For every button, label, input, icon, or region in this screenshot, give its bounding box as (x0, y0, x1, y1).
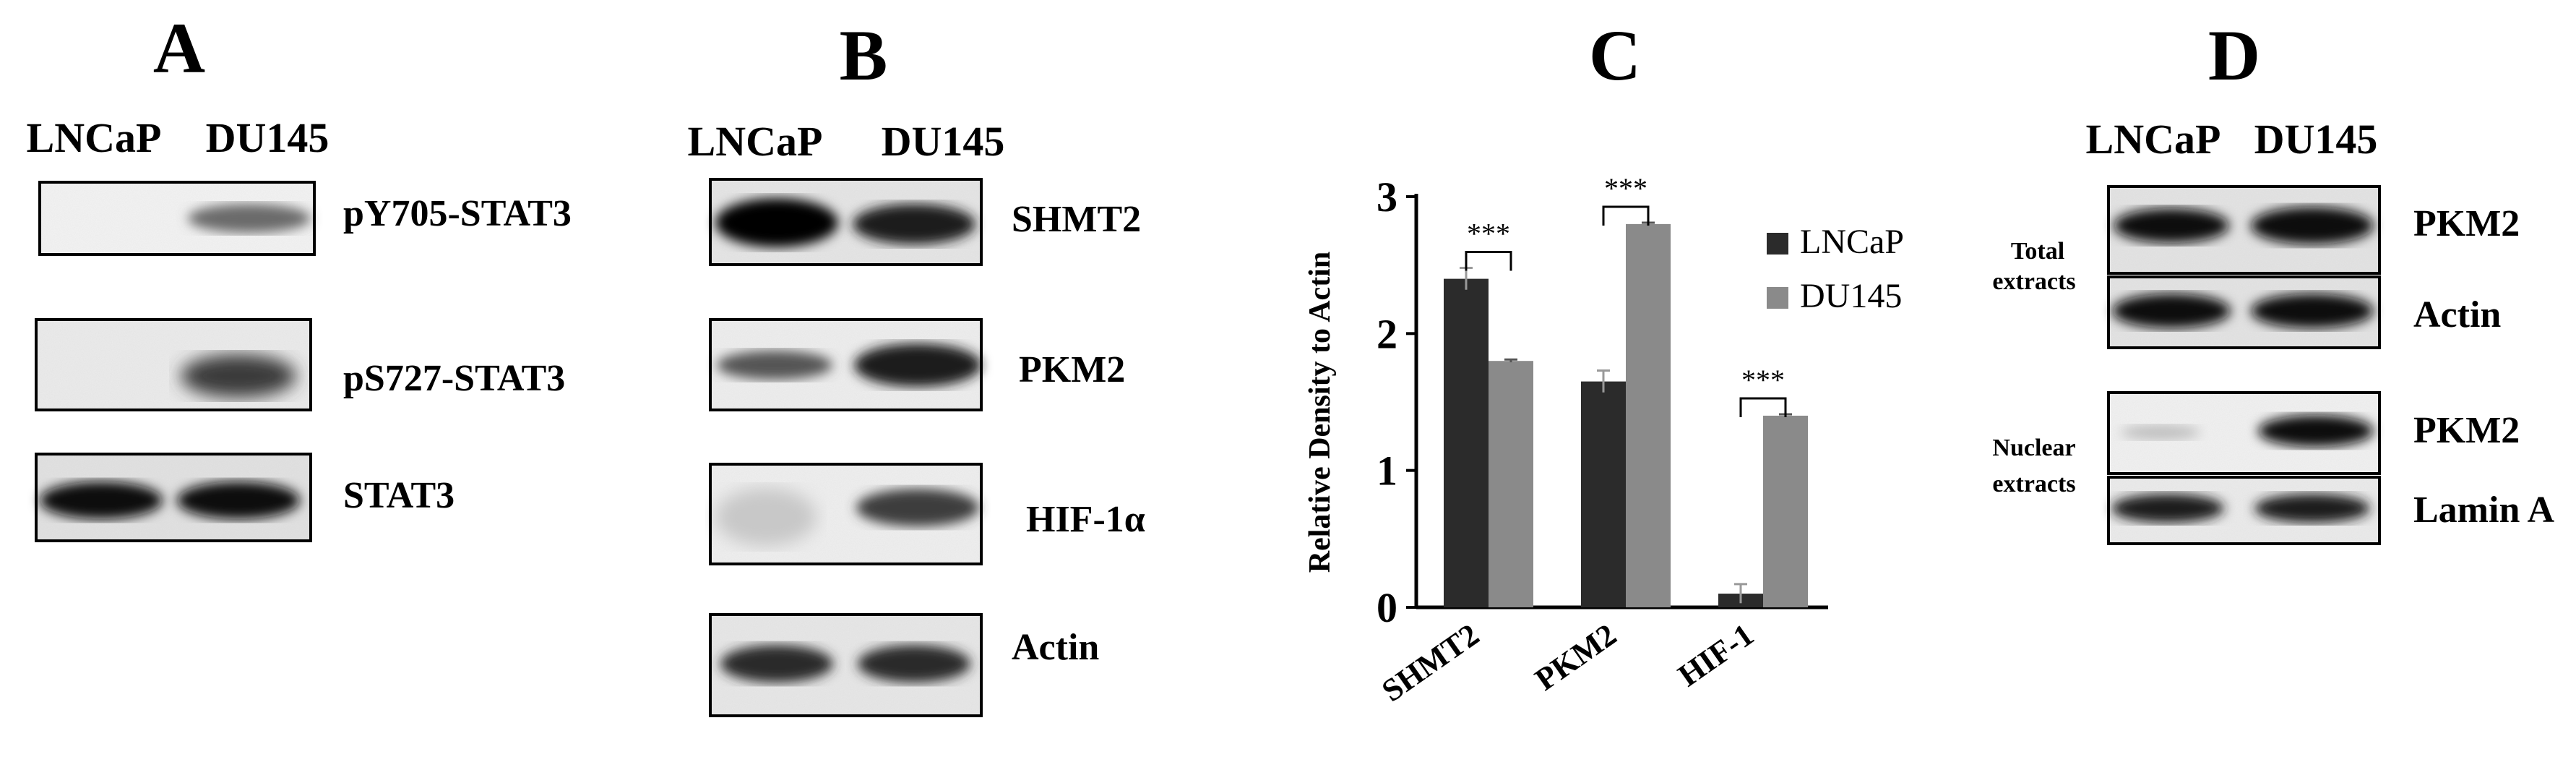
group-label-nuclear-2: extracts (1992, 471, 2075, 497)
significance-bracket (1465, 250, 1512, 271)
legend-swatch (1767, 233, 1788, 255)
blot-py705-stat3 (38, 181, 316, 256)
y-tick-label: 3 (1377, 174, 1397, 221)
blot-label: Actin (1012, 627, 1099, 668)
significance-label: *** (1467, 217, 1510, 249)
blot-actin (709, 613, 983, 717)
blot-label: pY705-STAT3 (343, 193, 572, 234)
blot-label: PKM2 (2413, 410, 2520, 451)
bar (1763, 415, 1808, 607)
panel-a: A LNCaP DU145 pY705-STAT3 pS727-STAT3 ST… (27, 8, 572, 542)
significance-bracket (1739, 397, 1787, 418)
bar (1581, 381, 1626, 607)
blot-total-pkm2 (2107, 185, 2381, 275)
blot-hif1a (709, 463, 983, 565)
blot-pkm2 (709, 318, 983, 411)
legend-label: DU145 (1800, 277, 1902, 315)
blot-label: STAT3 (343, 475, 455, 516)
panel-c-letter: C (1589, 15, 1641, 95)
legend-label: LNCaP (1800, 223, 1904, 261)
blot-label: SHMT2 (1012, 199, 1141, 240)
blot-nuclear-pkm2 (2107, 391, 2381, 475)
significance-label: *** (1604, 172, 1647, 205)
panel-b-letter: B (840, 15, 888, 95)
blot-label: Lamin A (2413, 489, 2554, 531)
significance-bracket (1602, 205, 1650, 226)
blot-label: PKM2 (2413, 203, 2520, 244)
group-label-total-2: extracts (1992, 268, 2075, 295)
bar (1626, 223, 1671, 607)
blot-nuclear-lamin-a (2107, 476, 2381, 545)
blot-shmt2 (709, 178, 983, 266)
panel-b: B LNCaP DU145 SHMT2 PKM2 HI (688, 15, 1145, 717)
panel-d-letter: D (2208, 15, 2260, 95)
panel-d: D LNCaP DU145 Total extracts Nuclear ext… (1992, 15, 2554, 545)
y-tick-label: 1 (1377, 448, 1397, 495)
blot-label: PKM2 (1019, 349, 1125, 390)
x-category-label: PKM2 (1529, 617, 1623, 698)
blot-ps727-stat3 (35, 318, 312, 411)
blot-total-actin (2107, 275, 2381, 349)
panel-a-lane-du145: DU145 (206, 114, 329, 161)
x-category-label: HIF-1 (1672, 617, 1760, 693)
panel-a-letter: A (153, 8, 205, 88)
y-tick-label: 0 (1377, 584, 1397, 631)
y-tick-label: 2 (1377, 310, 1397, 357)
group-label-total: Total (2011, 238, 2064, 265)
blot-label: pS727-STAT3 (343, 358, 565, 399)
blot-label: HIF-1α (1026, 499, 1145, 540)
panel-d-lane-du145: DU145 (2254, 116, 2378, 163)
bar (1444, 278, 1489, 607)
panel-b-lane-lncap: LNCaP (688, 118, 823, 165)
panel-b-lane-du145: DU145 (882, 118, 1005, 165)
y-axis-label: Relative Density to Actin (1304, 252, 1337, 573)
bar (1489, 361, 1533, 607)
group-label-nuclear: Nuclear (1992, 435, 2075, 461)
legend-swatch (1767, 287, 1788, 309)
panel-a-lane-lncap: LNCaP (27, 114, 162, 161)
panel-c-chart: C Relative Density to Actin 0123***SHMT2… (1304, 15, 1904, 709)
panel-d-lane-lncap: LNCaP (2086, 116, 2221, 163)
blot-label: Actin (2413, 294, 2501, 335)
blot-stat3 (35, 453, 312, 542)
significance-label: *** (1741, 364, 1785, 396)
